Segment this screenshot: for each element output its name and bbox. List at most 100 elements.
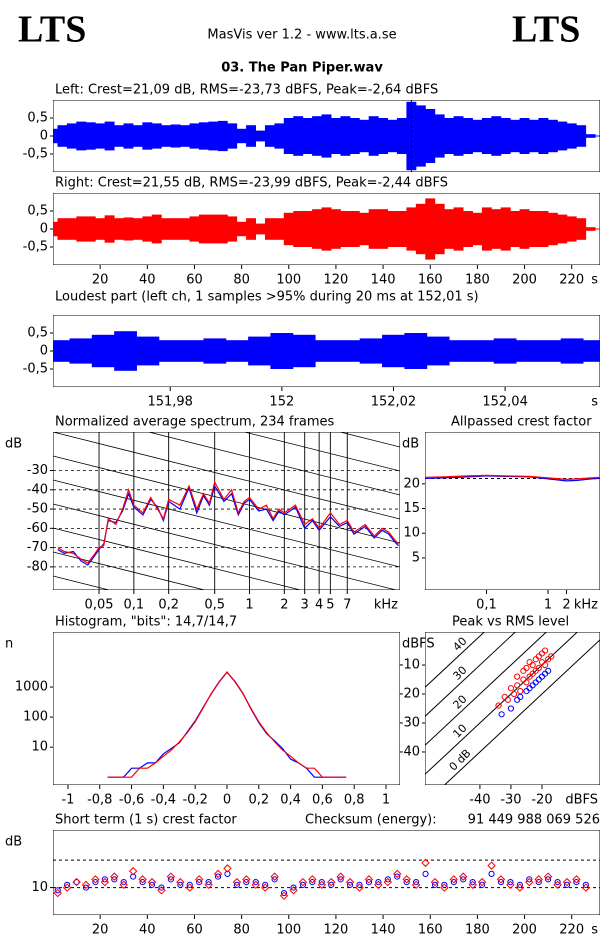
y-tick-label: -50 xyxy=(27,502,48,517)
point xyxy=(167,876,174,883)
point xyxy=(308,875,317,884)
point xyxy=(525,877,534,887)
plot-area xyxy=(53,100,600,172)
x-tick-label: -30 xyxy=(500,793,521,808)
point xyxy=(498,711,505,718)
point xyxy=(289,886,298,895)
x-tick-label: 152,02 xyxy=(371,395,417,410)
x-tick-label: -0,4 xyxy=(151,793,176,808)
x-tick-label: 160 xyxy=(418,923,443,938)
point xyxy=(213,869,223,879)
point xyxy=(72,877,81,887)
x-tick-label: 4 xyxy=(315,598,323,613)
x-tick-label: 1 xyxy=(245,598,253,613)
point xyxy=(166,872,176,881)
point xyxy=(309,878,316,886)
y-tick-label: -40 xyxy=(399,744,420,759)
y-tick-label: 10 xyxy=(31,740,48,755)
chart-title: Loudest part (left ch, 1 samples >95% du… xyxy=(55,290,479,305)
point xyxy=(543,872,553,881)
point xyxy=(581,883,591,892)
point xyxy=(563,881,571,888)
point xyxy=(260,883,270,892)
point xyxy=(185,883,194,892)
x-tick-label: 0,8 xyxy=(344,793,365,808)
point xyxy=(507,705,515,712)
y-axis-label: dB xyxy=(402,437,419,452)
x-tick-label: 140 xyxy=(371,273,396,288)
point xyxy=(280,889,288,897)
point xyxy=(270,872,279,881)
point xyxy=(138,875,147,884)
y-tick-label: 0 xyxy=(40,129,48,144)
point xyxy=(328,881,335,888)
point xyxy=(487,861,496,870)
point xyxy=(233,881,241,888)
y-tick-label: -20 xyxy=(399,687,420,702)
y-tick-label: 1000 xyxy=(15,680,48,695)
point xyxy=(514,682,521,689)
checksum-label: Checksum (energy): xyxy=(305,813,437,828)
x-tick-label: 80 xyxy=(233,273,250,288)
point xyxy=(232,877,242,887)
plot-frame xyxy=(53,632,400,785)
y-tick-label: -0,5 xyxy=(23,147,48,162)
y-tick-label: -10 xyxy=(399,658,420,673)
x-tick-label: 140 xyxy=(371,923,396,938)
x-tick-label: 152 xyxy=(269,395,294,410)
point xyxy=(422,870,429,877)
y-tick-label: 15 xyxy=(403,501,420,516)
x-tick-label: 180 xyxy=(465,923,490,938)
crest-line xyxy=(425,632,517,717)
point xyxy=(535,664,542,672)
logo: LTS xyxy=(512,9,580,51)
x-tick-label: 1 xyxy=(544,598,552,613)
series-line xyxy=(107,670,347,778)
x-axis-label: s xyxy=(591,395,598,410)
point xyxy=(402,875,411,884)
point xyxy=(506,880,515,890)
point xyxy=(496,875,506,884)
y-tick-label: 0 xyxy=(40,222,48,237)
x-tick-label: 1 xyxy=(382,793,390,808)
x-axis-label: s xyxy=(591,923,598,938)
point xyxy=(73,878,80,886)
point xyxy=(298,877,308,887)
point xyxy=(440,883,449,892)
point xyxy=(345,877,355,887)
plot-area xyxy=(53,830,600,915)
point xyxy=(336,872,345,881)
point xyxy=(364,875,374,884)
point xyxy=(523,664,530,672)
x-tick-label: -1 xyxy=(61,793,74,808)
x-tick-label: 0,6 xyxy=(312,793,333,808)
x-tick-label: 220 xyxy=(559,273,584,288)
point xyxy=(91,875,100,884)
point xyxy=(120,878,127,886)
y-axis-label: dBFS xyxy=(402,637,435,652)
reference-slope xyxy=(53,527,302,590)
point xyxy=(517,688,524,695)
point xyxy=(119,880,128,890)
point xyxy=(147,877,157,887)
chart-title: Histogram, "bits": 14,7/14,7 xyxy=(55,615,237,630)
point xyxy=(327,877,336,887)
y-tick-label: 20 xyxy=(403,476,420,491)
point xyxy=(148,881,156,888)
reference-slope xyxy=(53,503,398,590)
point xyxy=(541,661,549,669)
point xyxy=(128,866,138,876)
x-axis-label: kHz xyxy=(374,598,398,613)
chart-title: Short term (1 s) crest factor xyxy=(55,813,237,828)
point xyxy=(375,878,382,886)
x-tick-label: 151,98 xyxy=(147,395,193,410)
point xyxy=(290,884,297,891)
plot-area xyxy=(53,632,400,785)
point xyxy=(516,881,523,888)
x-tick-label: 160 xyxy=(418,273,443,288)
point xyxy=(572,875,581,884)
point xyxy=(299,881,307,888)
point xyxy=(54,887,61,894)
